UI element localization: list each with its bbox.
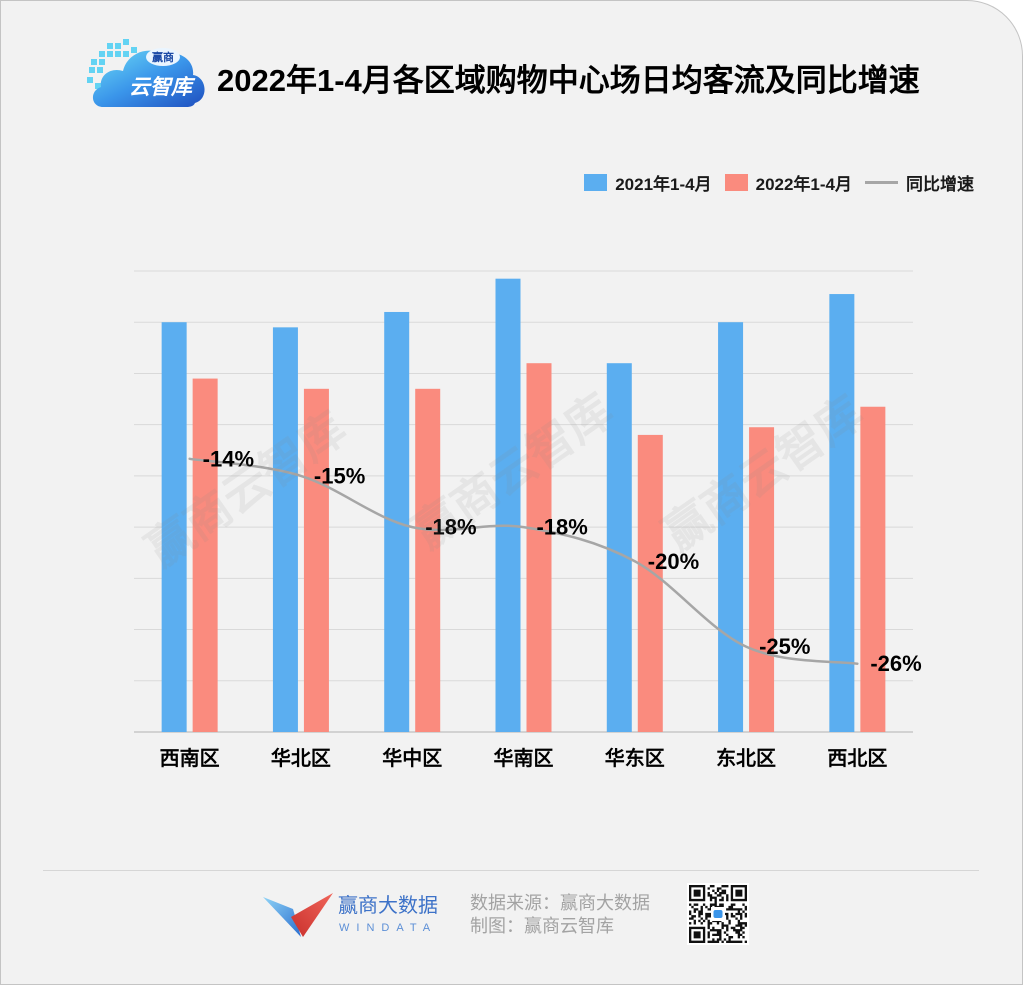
footer-divider bbox=[43, 870, 979, 871]
bar-series2-cat1 bbox=[192, 378, 218, 732]
logo-text-main: 云智库 bbox=[129, 75, 196, 99]
logo-pixels bbox=[87, 39, 137, 89]
category-label-3: 华中区 bbox=[382, 746, 442, 770]
bars bbox=[161, 278, 886, 732]
data-labels: -14% -15% -18% -18% -20% -25% -26% 西南区 华北区 华中区 华南区… bbox=[160, 446, 922, 770]
data-source-text: 数据来源：赢商大数据 bbox=[470, 893, 650, 913]
chart-plot: -14% -15% -18% -18% -20% -25% -26% 西南区 华北区 华中区 华南区… bbox=[134, 270, 922, 770]
bar-series1-cat1 bbox=[161, 322, 187, 732]
qr-center-logo bbox=[713, 910, 723, 918]
yoy-label-6: -25% bbox=[759, 634, 810, 659]
legend: 2021年1-4月 2022年1-4月 同比增速 bbox=[584, 170, 974, 195]
qr-code bbox=[687, 883, 749, 945]
yoy-label-5: -20% bbox=[648, 549, 699, 574]
logo-text-small: 赢商 bbox=[152, 50, 174, 64]
bar-series1-cat6 bbox=[718, 322, 744, 732]
category-label-2: 华北区 bbox=[271, 746, 331, 770]
bar-series1-cat4 bbox=[495, 278, 521, 732]
windata-mark-blue bbox=[263, 897, 301, 937]
bar-series2-cat7 bbox=[860, 406, 886, 732]
legend-item-yoy: 同比增速 bbox=[865, 170, 974, 195]
bar-series2-cat3 bbox=[415, 388, 441, 732]
yoy-label-1: -14% bbox=[203, 446, 254, 471]
yoy-label-3: -18% bbox=[425, 515, 476, 540]
windata-mark-red bbox=[291, 893, 333, 937]
category-label-6: 东北区 bbox=[716, 746, 776, 770]
brand-logo: 赢商 云智库 bbox=[87, 39, 205, 107]
bar-series2-cat4 bbox=[526, 363, 552, 732]
yoy-line-layer bbox=[188, 457, 859, 665]
category-label-5: 华东区 bbox=[605, 746, 665, 770]
bar-series2-cat6 bbox=[749, 427, 775, 732]
cloud-highlight bbox=[146, 48, 180, 66]
bar-series1-cat5 bbox=[606, 363, 632, 732]
yoy-label-2: -15% bbox=[314, 463, 365, 488]
category-label-4: 华南区 bbox=[494, 746, 554, 770]
legend-swatch-2021 bbox=[584, 173, 608, 191]
windata-brand-cn: 赢商大数据 bbox=[338, 895, 438, 917]
gridlines bbox=[134, 270, 913, 733]
windata-brand-en: WINDATA bbox=[339, 922, 438, 934]
bar-series2-cat2 bbox=[303, 388, 329, 732]
category-label-1: 西南区 bbox=[160, 747, 220, 770]
legend-swatch-2022 bbox=[724, 173, 748, 191]
legend-label-2021: 2021年1-4月 bbox=[615, 174, 712, 194]
legend-label-yoy: 同比增速 bbox=[906, 174, 974, 194]
yoy-label-4: -18% bbox=[537, 515, 588, 540]
legend-item-2021: 2021年1-4月 bbox=[584, 170, 712, 195]
chart-title: 2022年1-4月各区域购物中心场日均客流及同比增速 bbox=[217, 63, 920, 98]
bar-series1-cat7 bbox=[829, 294, 855, 732]
legend-item-2022: 2022年1-4月 bbox=[724, 170, 852, 195]
category-label-7: 西北区 bbox=[827, 747, 887, 770]
legend-label-2022: 2022年1-4月 bbox=[755, 174, 852, 194]
bar-series2-cat5 bbox=[637, 434, 663, 732]
legend-swatch-yoy bbox=[865, 180, 898, 184]
yoy-label-7: -26% bbox=[870, 651, 921, 676]
chart-maker-text: 制图：赢商云智库 bbox=[470, 916, 614, 936]
yoy-growth-line bbox=[188, 457, 859, 665]
cloud-shape bbox=[92, 50, 205, 107]
windata-logo-mark bbox=[263, 893, 333, 937]
bar-series1-cat2 bbox=[272, 327, 298, 732]
